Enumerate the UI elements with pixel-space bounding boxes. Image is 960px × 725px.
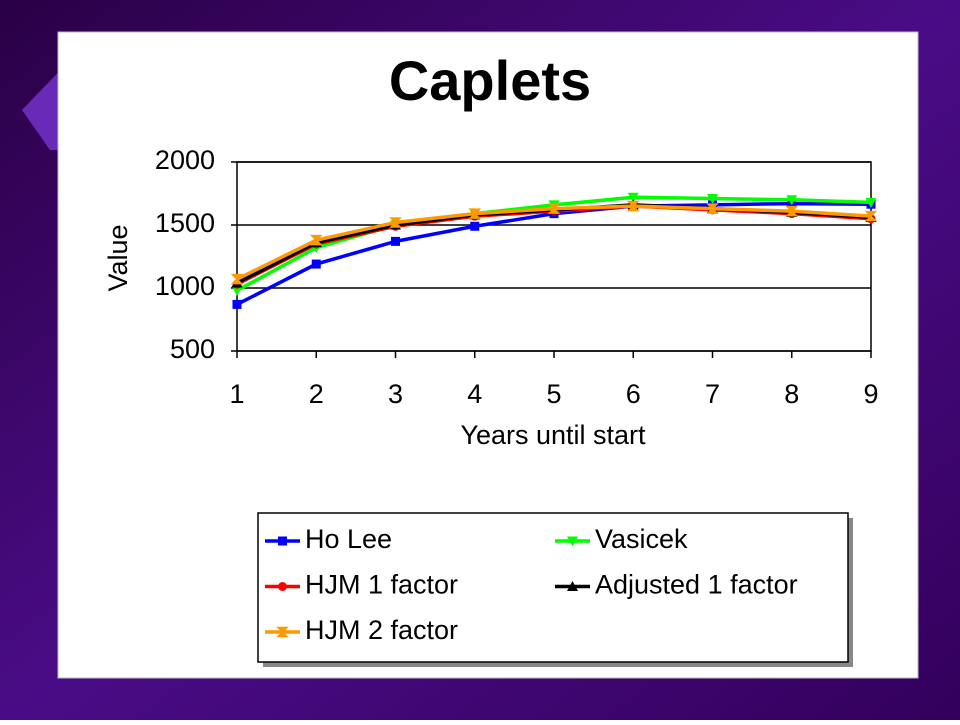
y-axis-label: Value xyxy=(103,224,133,291)
marker xyxy=(567,536,578,547)
x-tick-label: 2 xyxy=(309,379,324,409)
marker xyxy=(470,221,480,231)
legend-label: Ho Lee xyxy=(305,524,392,554)
marker xyxy=(232,299,242,309)
x-tick-label: 4 xyxy=(467,379,482,409)
x-tick-label: 1 xyxy=(229,379,244,409)
marker xyxy=(707,194,718,205)
marker xyxy=(547,203,561,214)
marker xyxy=(785,205,799,217)
legend-label: HJM 2 factor xyxy=(305,615,458,645)
y-tick-label: 2000 xyxy=(155,145,215,175)
x-tick-label: 7 xyxy=(705,379,720,409)
marker xyxy=(864,210,878,222)
y-tick-label: 1000 xyxy=(155,271,215,301)
x-tick-label: 3 xyxy=(388,379,403,409)
x-tick-label: 5 xyxy=(546,379,561,409)
marker xyxy=(786,195,798,206)
x-tick-label: 6 xyxy=(626,379,641,409)
marker xyxy=(389,217,402,228)
x-axis-label: Years until start xyxy=(460,420,646,450)
marker xyxy=(627,192,639,203)
marker xyxy=(626,200,640,212)
marker xyxy=(278,536,287,546)
y-tick-label: 500 xyxy=(170,334,215,364)
legend-label: HJM 1 factor xyxy=(305,570,458,600)
marker xyxy=(276,626,289,638)
legend xyxy=(257,512,849,663)
y-tick-label: 1500 xyxy=(155,208,215,238)
x-tick-label: 9 xyxy=(863,379,878,409)
marker xyxy=(567,581,578,591)
marker xyxy=(706,203,719,214)
legend-label: Vasicek xyxy=(595,524,688,554)
marker xyxy=(230,273,244,285)
marker xyxy=(391,236,400,246)
marker xyxy=(309,234,323,246)
marker xyxy=(311,259,321,269)
marker xyxy=(231,286,243,297)
marker xyxy=(278,582,287,591)
legend-label: Adjusted 1 factor xyxy=(595,570,798,600)
marker xyxy=(865,197,877,208)
marker xyxy=(468,208,482,219)
chart-title: Caplets xyxy=(389,49,591,112)
x-tick-label: 8 xyxy=(784,379,799,409)
